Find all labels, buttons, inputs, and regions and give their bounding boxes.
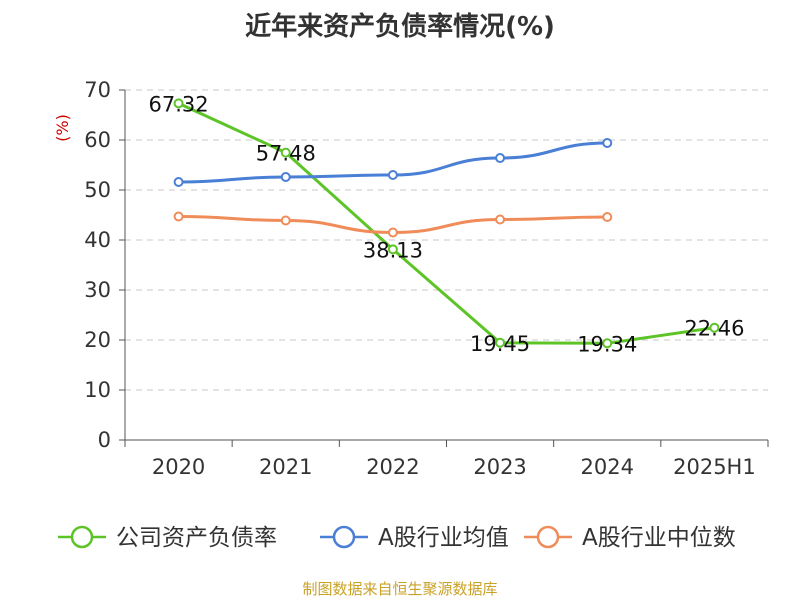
x-tick-label: 2020 bbox=[152, 455, 205, 479]
data-point bbox=[173, 211, 184, 222]
data-point bbox=[280, 172, 291, 182]
legend-marker bbox=[70, 525, 94, 549]
x-tick-label: 2024 bbox=[581, 455, 634, 479]
data-point bbox=[602, 212, 613, 222]
y-tick-label: 20 bbox=[84, 328, 111, 352]
legend-label: A股行业均值 bbox=[378, 525, 509, 551]
data-label: 22.46 bbox=[684, 317, 744, 341]
data-label: 19.34 bbox=[577, 332, 637, 356]
x-tick-label: 2025H1 bbox=[673, 455, 756, 479]
y-tick-label: 40 bbox=[84, 228, 111, 252]
data-point bbox=[495, 337, 506, 348]
data-point bbox=[495, 214, 506, 225]
data-point bbox=[387, 227, 398, 238]
y-tick-label: 50 bbox=[84, 178, 111, 202]
data-point bbox=[280, 147, 291, 158]
data-point bbox=[709, 322, 720, 333]
data-label: 38.13 bbox=[363, 238, 423, 262]
data-point bbox=[602, 338, 613, 349]
data-point bbox=[602, 138, 613, 148]
data-label: 67.32 bbox=[149, 92, 209, 116]
y-tick-label: 70 bbox=[84, 78, 111, 102]
data-label: 19.45 bbox=[470, 332, 530, 356]
y-tick-label: 0 bbox=[98, 428, 111, 452]
data-point bbox=[387, 244, 398, 255]
legend-marker bbox=[332, 525, 356, 549]
data-label: 57.48 bbox=[256, 142, 316, 166]
data-point bbox=[387, 170, 398, 180]
chart-title: 近年来资产负债率情况(%) bbox=[245, 12, 555, 42]
x-tick-label: 2022 bbox=[366, 455, 419, 479]
data-source-note: 制图数据来自恒生聚源数据库 bbox=[302, 580, 498, 598]
y-tick-label: 10 bbox=[84, 378, 111, 402]
y-tick-label: 60 bbox=[84, 128, 111, 152]
data-point bbox=[280, 215, 291, 226]
legend-label: 公司资产负债率 bbox=[116, 525, 277, 551]
legend-marker bbox=[536, 525, 560, 549]
x-tick-label: 2021 bbox=[259, 455, 312, 479]
y-axis-label: (%) bbox=[53, 114, 72, 142]
data-point bbox=[495, 153, 506, 163]
series-line bbox=[177, 102, 715, 345]
x-tick-label: 2023 bbox=[473, 455, 526, 479]
data-point bbox=[173, 177, 184, 187]
legend-label: A股行业中位数 bbox=[582, 525, 736, 551]
y-tick-label: 30 bbox=[84, 278, 111, 302]
data-point bbox=[173, 98, 184, 109]
